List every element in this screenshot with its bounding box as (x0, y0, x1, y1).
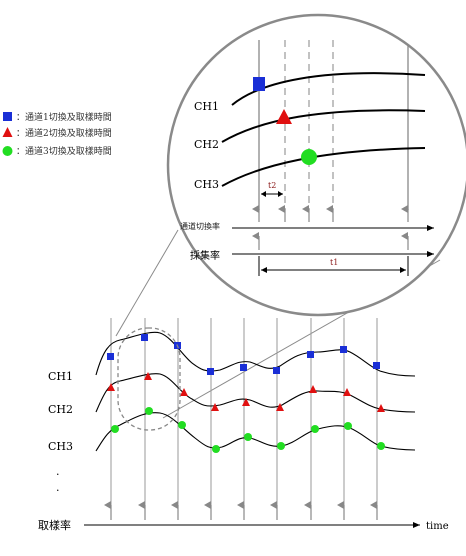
ch2-sample (180, 388, 188, 396)
ch3-sample (111, 425, 119, 433)
zoom-ch3-marker (301, 149, 317, 165)
main-diagram: CH1 CH2 CH3 . . 取樣率 time (38, 318, 449, 532)
ch2-sample (107, 383, 115, 391)
sample-rate-label: 取樣率 (38, 518, 71, 532)
zoom-acq-rate-label: 採集率 (190, 249, 220, 262)
ch1-sample (273, 367, 280, 374)
ch1-sample (141, 334, 148, 341)
ellipsis-dot-2: . (56, 481, 60, 494)
zoom-switch-rate-label: 通道切換率 (180, 221, 220, 231)
zoom-ch1-wave (231, 72, 426, 106)
zoom-view: CH1 CH2 CH3 t2 通道切換率 採集率 t1 (166, 13, 466, 317)
main-ch2-label: CH2 (48, 403, 73, 416)
zoom-circle (166, 13, 466, 317)
ch3-sample (244, 433, 252, 441)
ch3-sample (344, 422, 352, 430)
main-ch3-label: CH3 (48, 440, 73, 453)
legend: ：通道1切換及取樣時間 ：通道2切換及取樣時間 ：通道3切換及取樣時間 (2, 111, 112, 157)
main-ch1-wave (95, 331, 416, 377)
ch2-markers (107, 372, 385, 412)
ch3-sample (277, 442, 285, 450)
ch1-square-icon (3, 112, 12, 121)
ch2-sample (211, 403, 219, 411)
ch3-sample (145, 407, 153, 415)
ch1-sample (107, 353, 114, 360)
sample-lines (110, 318, 378, 515)
zoom-connector-left (115, 229, 179, 337)
ch2-sample (276, 403, 284, 411)
ch2-sample (377, 404, 385, 412)
zoom-ch3-wave (221, 147, 426, 187)
ch1-sample (373, 362, 380, 369)
zoom-ch2-wave (221, 109, 426, 143)
zoom-ch2-marker (276, 109, 292, 124)
legend-ch2-text: ：通道2切換及取樣時間 (16, 127, 112, 139)
zoom-ch3-label: CH3 (194, 178, 219, 191)
main-ch1-label: CH1 (48, 370, 73, 383)
ch2-sample (343, 388, 351, 396)
zoom-t1-label: t1 (330, 258, 338, 267)
legend-ch3-text: ：通道3切換及取樣時間 (16, 145, 112, 157)
zoom-t2-label: t2 (268, 181, 276, 190)
ch2-triangle-icon (2, 127, 13, 137)
time-label: time (426, 521, 449, 532)
ch3-sample (311, 425, 319, 433)
ch3-sample (178, 421, 186, 429)
legend-ch1-text: ：通道1切換及取樣時間 (16, 111, 112, 123)
ch2-sample (309, 385, 317, 393)
ch3-markers (111, 407, 385, 453)
zoom-ch1-label: CH1 (194, 100, 219, 113)
zoom-selection-ellipse (117, 327, 181, 431)
ch3-circle-icon (2, 146, 13, 156)
ch1-sample (307, 351, 314, 358)
main-ch2-wave (95, 373, 416, 413)
ch1-sample (240, 364, 247, 371)
ch3-sample (377, 442, 385, 450)
ellipsis-dot-1: . (56, 465, 60, 478)
main-ch3-wave (95, 412, 416, 452)
ch1-sample (207, 368, 214, 375)
ch1-sample (340, 346, 347, 353)
ch2-sample (144, 372, 152, 380)
ch2-sample (242, 398, 250, 406)
zoom-ch2-label: CH2 (194, 138, 219, 151)
sample-arrows (104, 501, 378, 520)
ch3-sample (212, 445, 220, 453)
zoom-ch1-marker (253, 77, 265, 91)
